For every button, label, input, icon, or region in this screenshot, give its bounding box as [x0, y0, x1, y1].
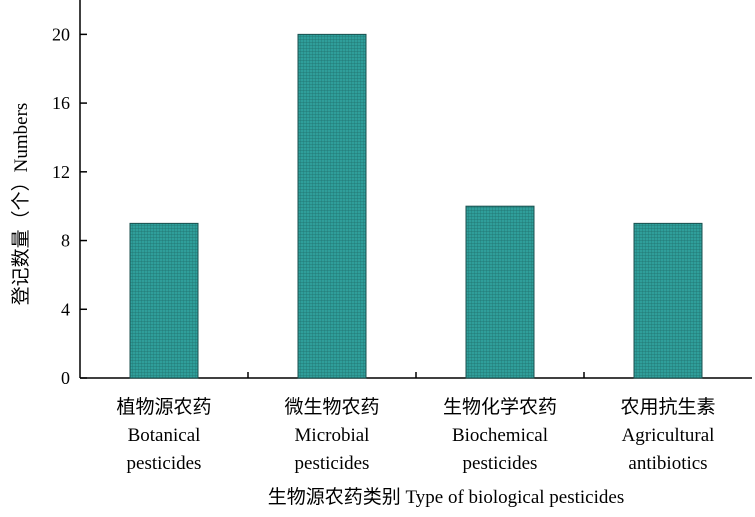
x-category-label-line: 农用抗生素 [620, 396, 715, 418]
x-axis-title: 生物源农药类别 Type of biological pesticides [268, 486, 624, 508]
x-category-label-line: 植物源农药 [116, 396, 211, 418]
x-category-label-line: antibiotics [628, 453, 707, 474]
bar-2 [465, 205, 535, 379]
y-tick-label: 12 [52, 162, 70, 182]
y-tick-label: 0 [61, 368, 70, 388]
y-ticks: 0 4 8 12 16 20 [52, 24, 87, 388]
x-category-label-line: pesticides [295, 453, 370, 474]
bar-3 [633, 222, 703, 379]
y-tick-label: 20 [52, 24, 70, 44]
y-tick-label: 8 [61, 231, 70, 251]
y-axis-title: 登记数量（个）Numbers [10, 103, 32, 306]
bar-1 [297, 33, 367, 379]
x-category-label-line: Agricultural [622, 425, 715, 446]
y-tick-label: 16 [52, 93, 70, 113]
x-category-label-line: 微生物农药 [284, 396, 379, 418]
bar-0 [129, 222, 199, 379]
x-category-labels: 植物源农药 Botanical pesticides 微生物农药 Microbial pe… [116, 372, 716, 474]
x-category-label-line: Botanical [128, 425, 201, 446]
x-category-label-line: 生物化学农药 [443, 396, 557, 418]
bars [129, 33, 703, 379]
x-category-label-line: pesticides [127, 453, 202, 474]
y-tick-label: 4 [61, 299, 70, 319]
x-category-label-line: pesticides [463, 453, 538, 474]
x-category-label-line: Biochemical [452, 425, 548, 446]
x-category-label-line: Microbial [295, 425, 370, 446]
